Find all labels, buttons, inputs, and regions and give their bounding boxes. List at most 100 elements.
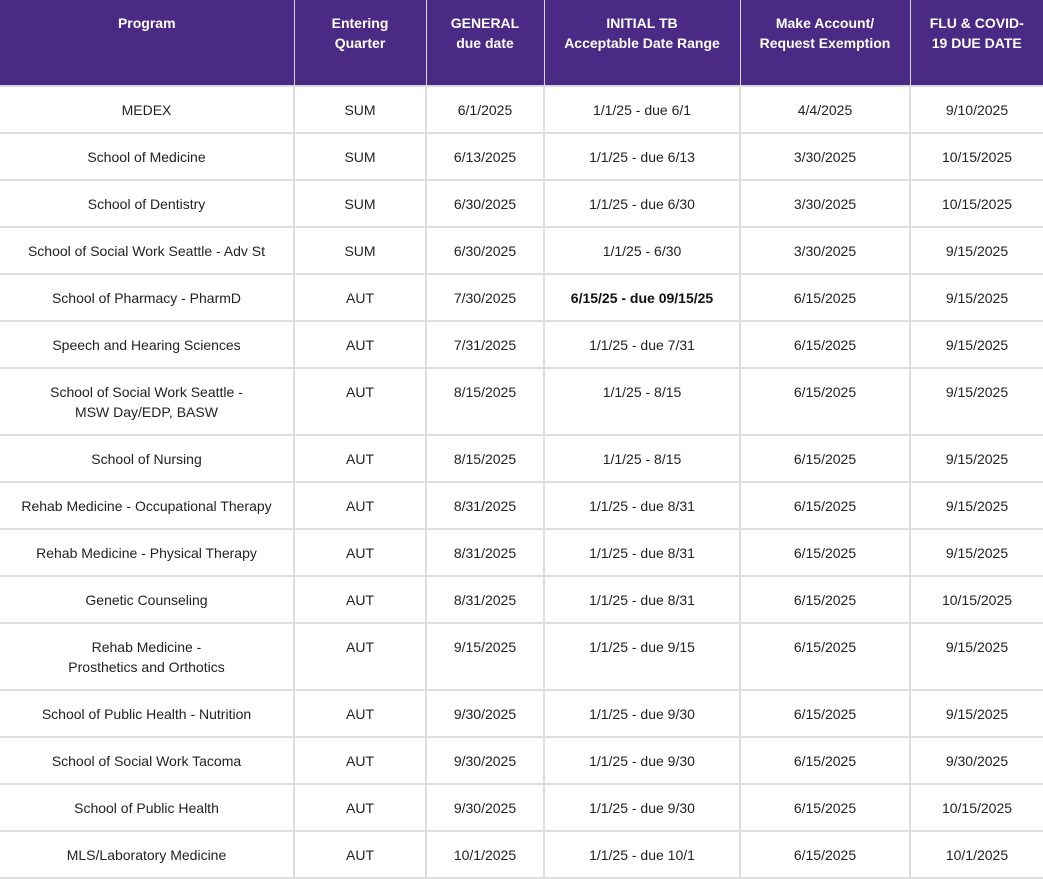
header-line: Entering [331, 15, 389, 31]
make-account-date-cell: 6/15/2025 [739, 529, 910, 577]
entering-quarter-cell: AUT [293, 529, 426, 577]
initial-tb-range-text: 1/1/25 - due 10/1 [589, 847, 695, 863]
program-name-line: School of Medicine [87, 149, 206, 165]
entering-quarter-cell: AUT [293, 321, 426, 369]
flu-covid-due-date-text: 9/10/2025 [945, 102, 1009, 118]
entering-quarter-text: AUT [346, 706, 374, 722]
general-due-date-text: 7/31/2025 [453, 337, 517, 353]
make-account-date-text: 6/15/2025 [793, 384, 857, 400]
general-due-date-cell: 6/30/2025 [425, 180, 544, 228]
program-name-line: School of Nursing [91, 451, 202, 467]
make-account-date-text: 6/15/2025 [793, 847, 857, 863]
flu-covid-due-date-cell: 9/15/2025 [909, 529, 1043, 577]
make-account-date-cell: 6/15/2025 [739, 482, 910, 530]
flu-covid-due-date-cell: 9/15/2025 [909, 482, 1043, 530]
flu-covid-due-date-cell: 10/15/2025 [909, 784, 1043, 832]
table-row: School of Dentistry SUM 6/30/2025 1/1/25 - … [0, 180, 1043, 228]
program-cell: Rehab Medicine - Prosthetics and Orthotic… [0, 623, 294, 691]
program-cell: School of Pharmacy - PharmD [0, 274, 294, 322]
program-cell: School of Medicine [0, 133, 294, 181]
make-account-date-cell: 6/15/2025 [739, 321, 910, 369]
general-due-date-cell: 9/15/2025 [425, 623, 544, 691]
flu-covid-due-date-text: 9/15/2025 [945, 290, 1009, 306]
general-due-date-text: 6/30/2025 [453, 196, 517, 212]
make-account-date-text: 6/15/2025 [793, 753, 857, 769]
flu-covid-due-date-cell: 9/15/2025 [909, 227, 1043, 275]
entering-quarter-text: AUT [346, 545, 374, 561]
flu-covid-due-date-text: 9/15/2025 [945, 545, 1009, 561]
initial-tb-range-cell: 6/15/25 - due 09/15/25 [543, 274, 740, 322]
entering-quarter-cell: AUT [293, 274, 426, 322]
entering-quarter-text: AUT [346, 337, 374, 353]
flu-covid-due-date-cell: 9/10/2025 [909, 86, 1043, 134]
make-account-date-text: 6/15/2025 [793, 498, 857, 514]
entering-quarter-text: SUM [344, 243, 376, 259]
general-due-date-text: 9/15/2025 [453, 639, 517, 655]
program-name-line: School of Social Work Tacoma [51, 753, 242, 769]
table-row: School of Social Work Tacoma AUT 9/30/2025… [0, 737, 1043, 785]
initial-tb-range-text: 1/1/25 - due 9/30 [589, 706, 695, 722]
make-account-date-cell: 6/15/2025 [739, 831, 910, 879]
program-name-line: Rehab Medicine - Occupational Therapy [21, 498, 272, 514]
general-due-date-text: 8/31/2025 [453, 498, 517, 514]
general-due-date-text: 6/1/2025 [457, 102, 513, 118]
make-account-date-text: 3/30/2025 [793, 243, 857, 259]
general-due-date-cell: 8/31/2025 [425, 482, 544, 530]
program-name-line: Rehab Medicine - [91, 639, 202, 655]
entering-quarter-text: AUT [346, 592, 374, 608]
initial-tb-range-cell: 1/1/25 - due 9/30 [543, 690, 740, 738]
entering-quarter-cell: AUT [293, 690, 426, 738]
general-due-date-cell: 6/30/2025 [425, 227, 544, 275]
header-row: Program Entering Quarter GENERAL due dat… [0, 0, 1043, 87]
entering-quarter-cell: AUT [293, 784, 426, 832]
general-due-date-text: 9/30/2025 [453, 800, 517, 816]
initial-tb-range-text: 1/1/25 - due 6/1 [592, 102, 692, 118]
flu-covid-due-date-cell: 10/1/2025 [909, 831, 1043, 879]
initial-tb-range-cell: 1/1/25 - due 6/1 [543, 86, 740, 134]
program-cell: Speech and Hearing Sciences [0, 321, 294, 369]
flu-covid-due-date-text: 10/15/2025 [941, 149, 1013, 165]
general-due-date-cell: 8/31/2025 [425, 529, 544, 577]
table-header: Program Entering Quarter GENERAL due dat… [0, 0, 1043, 87]
initial-tb-range-text: 1/1/25 - due 9/30 [589, 800, 695, 816]
general-due-date-text: 10/1/2025 [453, 847, 517, 863]
initial-tb-range-cell: 1/1/25 - due 6/13 [543, 133, 740, 181]
header-line: 19 DUE DATE [931, 35, 1022, 51]
initial-tb-range-cell: 1/1/25 - due 8/31 [543, 482, 740, 530]
make-account-date-text: 6/15/2025 [793, 290, 857, 306]
flu-covid-due-date-text: 10/15/2025 [941, 800, 1013, 816]
general-due-date-cell: 6/13/2025 [425, 133, 544, 181]
table-row: Rehab Medicine - Physical Therapy AUT 8/31… [0, 529, 1043, 577]
program-cell: MLS/Laboratory Medicine [0, 831, 294, 879]
flu-covid-due-date-cell: 9/15/2025 [909, 368, 1043, 436]
program-cell: School of Social Work Seattle - Adv St [0, 227, 294, 275]
make-account-date-cell: 4/4/2025 [739, 86, 910, 134]
flu-covid-due-date-text: 9/15/2025 [945, 337, 1009, 353]
program-name-line: School of Social Work Seattle - [50, 384, 243, 400]
flu-covid-due-date-text: 9/15/2025 [945, 498, 1009, 514]
flu-covid-due-date-text: 9/15/2025 [945, 243, 1009, 259]
general-due-date-text: 8/31/2025 [453, 545, 517, 561]
entering-quarter-text: SUM [344, 102, 376, 118]
initial-tb-range-text: 1/1/25 - 8/15 [602, 384, 682, 400]
header-line: Request Exemption [759, 35, 891, 51]
flu-covid-due-date-text: 9/15/2025 [945, 639, 1009, 655]
table-row: School of Pharmacy - PharmD AUT 7/30/2025 6… [0, 274, 1043, 322]
initial-tb-range-text: 1/1/25 - due 8/31 [589, 592, 695, 608]
general-due-date-cell: 9/30/2025 [425, 737, 544, 785]
program-name-line: School of Dentistry [87, 196, 206, 212]
header-line: Program [117, 15, 176, 31]
flu-covid-due-date-text: 10/15/2025 [941, 196, 1013, 212]
make-account-date-cell: 6/15/2025 [739, 435, 910, 483]
entering-quarter-cell: SUM [293, 180, 426, 228]
flu-covid-due-date-text: 9/15/2025 [945, 706, 1009, 722]
program-name-line: MSW Day/EDP, BASW [75, 404, 218, 420]
general-due-date-cell: 9/30/2025 [425, 690, 544, 738]
header-line: FLU & COVID- [929, 15, 1024, 31]
entering-quarter-cell: AUT [293, 831, 426, 879]
entering-quarter-cell: AUT [293, 435, 426, 483]
entering-quarter-text: AUT [346, 384, 374, 400]
program-name-line: Prosthetics and Orthotics [68, 659, 225, 675]
initial-tb-range-cell: 1/1/25 - due 8/31 [543, 529, 740, 577]
